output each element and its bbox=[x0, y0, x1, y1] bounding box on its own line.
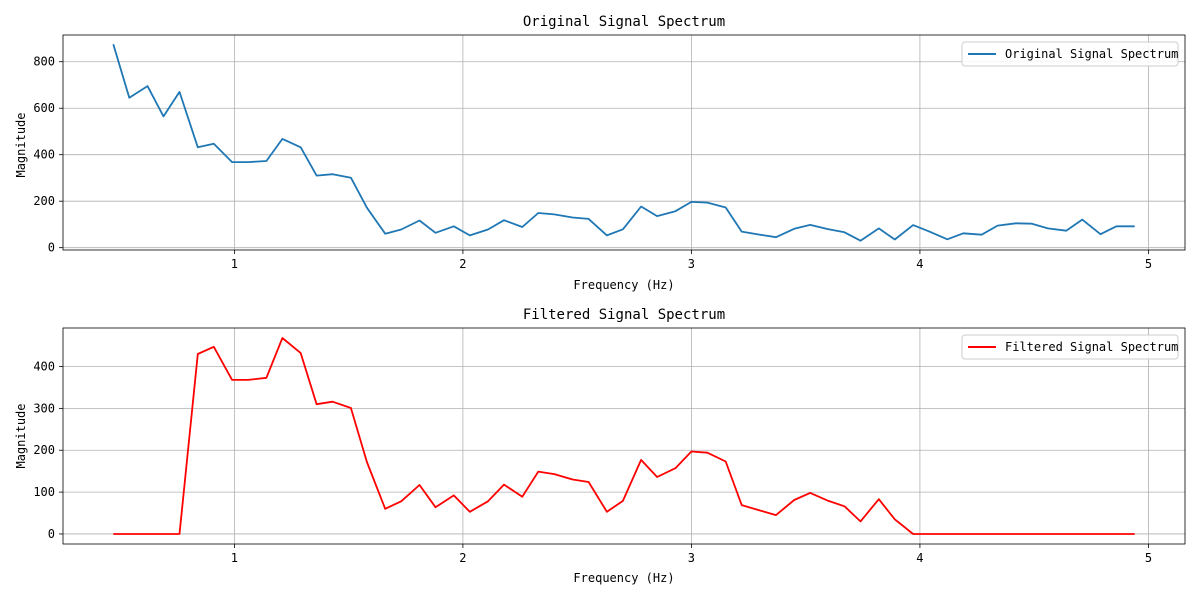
x-axis-label: Frequency (Hz) bbox=[573, 571, 674, 585]
y-tick-label: 200 bbox=[33, 443, 55, 457]
axes-frame bbox=[62, 327, 1186, 545]
series-line-original bbox=[112, 44, 1135, 242]
y-axis-label: Magnitude bbox=[14, 403, 28, 468]
y-tick-label: 800 bbox=[33, 55, 55, 69]
x-tick-label: 2 bbox=[459, 257, 466, 271]
subplot-original: 1 2 3 4 5 0 200 400 600 800 Original Signal Spect… bbox=[14, 14, 1186, 292]
chart-title: Filtered Signal Spectrum bbox=[523, 307, 725, 323]
y-axis-label: Magnitude bbox=[14, 112, 28, 177]
x-tick-label: 5 bbox=[1145, 257, 1152, 271]
y-tick-label: 0 bbox=[48, 241, 55, 255]
axes-frame bbox=[62, 34, 1186, 251]
y-tick-label: 400 bbox=[33, 360, 55, 374]
legend-box bbox=[961, 41, 1179, 67]
y-tick-label: 300 bbox=[33, 401, 55, 415]
x-tick-label: 5 bbox=[1145, 551, 1152, 565]
y-tick-label: 100 bbox=[33, 485, 55, 499]
series-line-filtered bbox=[113, 337, 1135, 535]
x-tick-label: 3 bbox=[688, 257, 695, 271]
legend: Filtered Signal Spectrum bbox=[961, 334, 1179, 360]
legend-label-filtered: Filtered Signal Spectrum bbox=[1005, 340, 1178, 354]
x-tick-label: 4 bbox=[916, 551, 923, 565]
tick-marks: 1 2 3 4 5 0 100 200 300 400 bbox=[33, 360, 1152, 565]
tick-marks: 1 2 3 4 5 0 200 400 600 800 bbox=[33, 55, 1152, 271]
x-tick-label: 1 bbox=[231, 551, 238, 565]
series-lines bbox=[112, 44, 1135, 242]
x-tick-label: 4 bbox=[916, 257, 923, 271]
y-tick-label: 600 bbox=[33, 101, 55, 115]
subplot-filtered: 1 2 3 4 5 0 100 200 300 400 Filtered Signal Spect… bbox=[14, 307, 1186, 585]
y-tick-label: 0 bbox=[48, 527, 55, 541]
legend-label-original: Original Signal Spectrum bbox=[1005, 47, 1178, 61]
y-tick-label: 400 bbox=[33, 148, 55, 162]
x-tick-label: 2 bbox=[459, 551, 466, 565]
legend-box bbox=[961, 334, 1179, 360]
x-tick-label: 3 bbox=[688, 551, 695, 565]
legend: Original Signal Spectrum bbox=[961, 41, 1179, 67]
x-tick-label: 1 bbox=[231, 257, 238, 271]
x-axis-label: Frequency (Hz) bbox=[573, 278, 674, 292]
chart-title: Original Signal Spectrum bbox=[523, 14, 725, 30]
y-tick-label: 200 bbox=[33, 194, 55, 208]
series-lines bbox=[113, 337, 1135, 535]
